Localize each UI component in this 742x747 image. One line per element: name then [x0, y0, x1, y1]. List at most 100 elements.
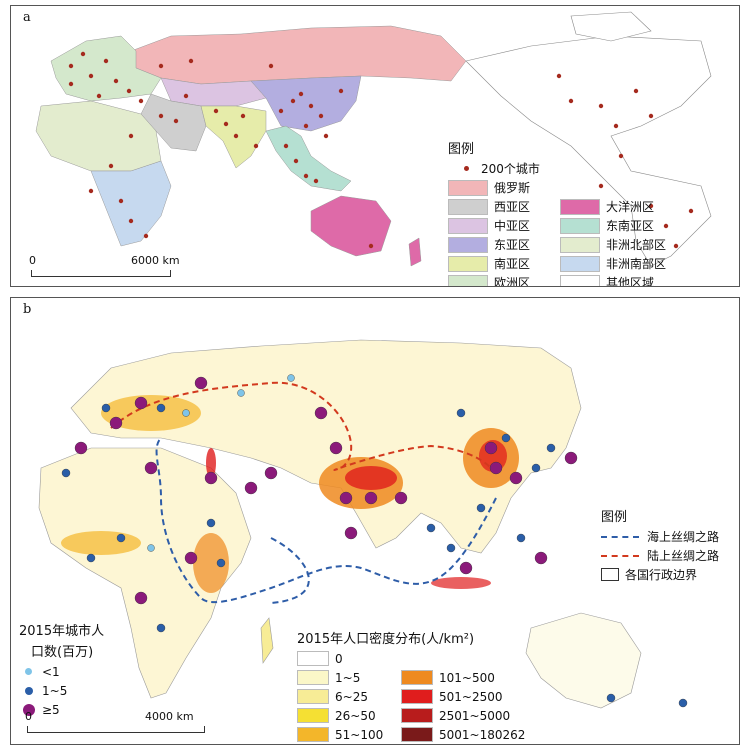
- city-dot: [253, 143, 259, 149]
- city-dot: [80, 51, 86, 57]
- city-marker: [86, 553, 96, 563]
- city-dot: [103, 58, 109, 64]
- city-dot: [313, 178, 319, 184]
- maritime-silk-road-route: [155, 437, 497, 604]
- legend-title: 图例: [448, 142, 475, 157]
- swatch-oceania: [560, 198, 600, 215]
- city-dot: [128, 218, 134, 224]
- city-marker: [509, 471, 523, 485]
- city-dot: [126, 88, 132, 94]
- map-panel-regions: a 图例 200个城市: [10, 5, 740, 287]
- city-marker: [237, 389, 245, 397]
- legend-label: 西亚区: [494, 200, 531, 214]
- region-south-africa: [90, 160, 172, 247]
- city-dot: [88, 188, 94, 194]
- city-marker: [194, 376, 208, 390]
- scale-line: [27, 726, 205, 733]
- density-south-asia-core: [345, 466, 397, 490]
- city-dot: [183, 93, 189, 99]
- city-dot: [158, 63, 164, 69]
- city-dot: [568, 98, 574, 104]
- city-dot: [268, 63, 274, 69]
- density-class-item: 501~2500: [401, 687, 531, 706]
- city-legend-subtitle: 口数(百万): [31, 645, 94, 660]
- legend-label: 陆上丝绸之路: [647, 549, 720, 563]
- legend-region-item: 东亚区: [448, 235, 560, 254]
- legend-label: 其他区域: [606, 276, 655, 287]
- city-dot: [213, 108, 219, 114]
- city-dot: [598, 103, 604, 109]
- region-southeast-asia: [265, 125, 352, 192]
- legend-region-item: 非洲南部区: [560, 254, 680, 273]
- city-dot: [303, 123, 309, 129]
- legend-label: 非洲南部区: [606, 257, 667, 271]
- density-swatch: [401, 670, 433, 685]
- city-marker: [364, 491, 378, 505]
- legend-label: 6~25: [335, 689, 368, 704]
- swatch-russia: [448, 179, 488, 196]
- city-marker: [287, 374, 295, 382]
- scale-end-label: 6000 km: [131, 254, 180, 267]
- city-dot: [688, 208, 694, 214]
- legend-region-item: 南亚区: [448, 254, 560, 273]
- city-dot: [223, 121, 229, 127]
- city-marker: [534, 551, 548, 565]
- density-class-item: 26~50: [297, 706, 393, 725]
- city-dot: [113, 78, 119, 84]
- land-madagascar: [260, 617, 274, 664]
- city-dot: [673, 243, 679, 249]
- density-class-item: 5001~180262: [401, 725, 531, 744]
- city-population-legend: 2015年城市人 口数(百万) <1 1~5 ≥5: [19, 620, 104, 719]
- land-eurasia: [70, 339, 582, 554]
- panel-label-b: b: [23, 302, 32, 317]
- city-dot: [158, 113, 164, 119]
- city-dot: [173, 118, 179, 124]
- city-dot-icon: [464, 166, 469, 171]
- map-panel-population: b 图例 海上丝绸之路 陆上丝绸之路: [10, 297, 740, 745]
- legend-label: 1~5: [42, 683, 68, 698]
- density-class-item: 101~500: [401, 668, 531, 687]
- legend-city-small: <1: [19, 662, 104, 681]
- city-marker: [339, 491, 353, 505]
- swatch-south-africa: [560, 255, 600, 272]
- land-australia: [525, 612, 642, 709]
- legend-label: 欧洲区: [494, 276, 531, 287]
- city-marker: [264, 466, 278, 480]
- region-south-asia: [200, 105, 267, 169]
- city-marker: [476, 503, 486, 513]
- city-dot: [556, 73, 562, 79]
- city-marker: [74, 441, 88, 455]
- city-dot: [118, 198, 124, 204]
- swatch-central-asia: [448, 217, 488, 234]
- city-dot: [128, 133, 134, 139]
- swatch-east-asia: [448, 236, 488, 253]
- region-east-asia: [250, 75, 362, 132]
- city-marker: [216, 558, 226, 568]
- legend-city-large: ≥5: [19, 700, 104, 719]
- city-marker: [156, 623, 166, 633]
- city-marker: [546, 443, 556, 453]
- city-dot: [338, 88, 344, 94]
- density-swatch: [401, 708, 433, 723]
- city-dot: [648, 113, 654, 119]
- city-dot: [68, 81, 74, 87]
- density-nile: [206, 448, 216, 478]
- legend-label: 南亚区: [494, 257, 531, 271]
- dashed-line-icon: [601, 535, 639, 538]
- density-legend-title: 2015年人口密度分布(人/km²): [297, 632, 475, 647]
- region-legend: 图例 200个城市 俄罗斯 西亚区 大洋洲区 中亚区 东南亚区 东亚区 非洲北部…: [448, 138, 680, 287]
- region-map: [35, 11, 712, 267]
- city-dot: [648, 203, 654, 209]
- city-dot: [138, 98, 144, 104]
- density-swatch: [401, 689, 433, 704]
- region-greenland: [570, 11, 652, 42]
- density-java: [431, 577, 491, 589]
- legend-label: 101~500: [439, 670, 495, 685]
- scale-bar-b: 0 4000 km: [23, 710, 223, 736]
- city-marker: [244, 481, 258, 495]
- density-swatch: [297, 689, 329, 704]
- legend-label: 1~5: [335, 670, 361, 685]
- city-dot: [323, 133, 329, 139]
- legend-label: 501~2500: [439, 689, 503, 704]
- city-dot: [368, 243, 374, 249]
